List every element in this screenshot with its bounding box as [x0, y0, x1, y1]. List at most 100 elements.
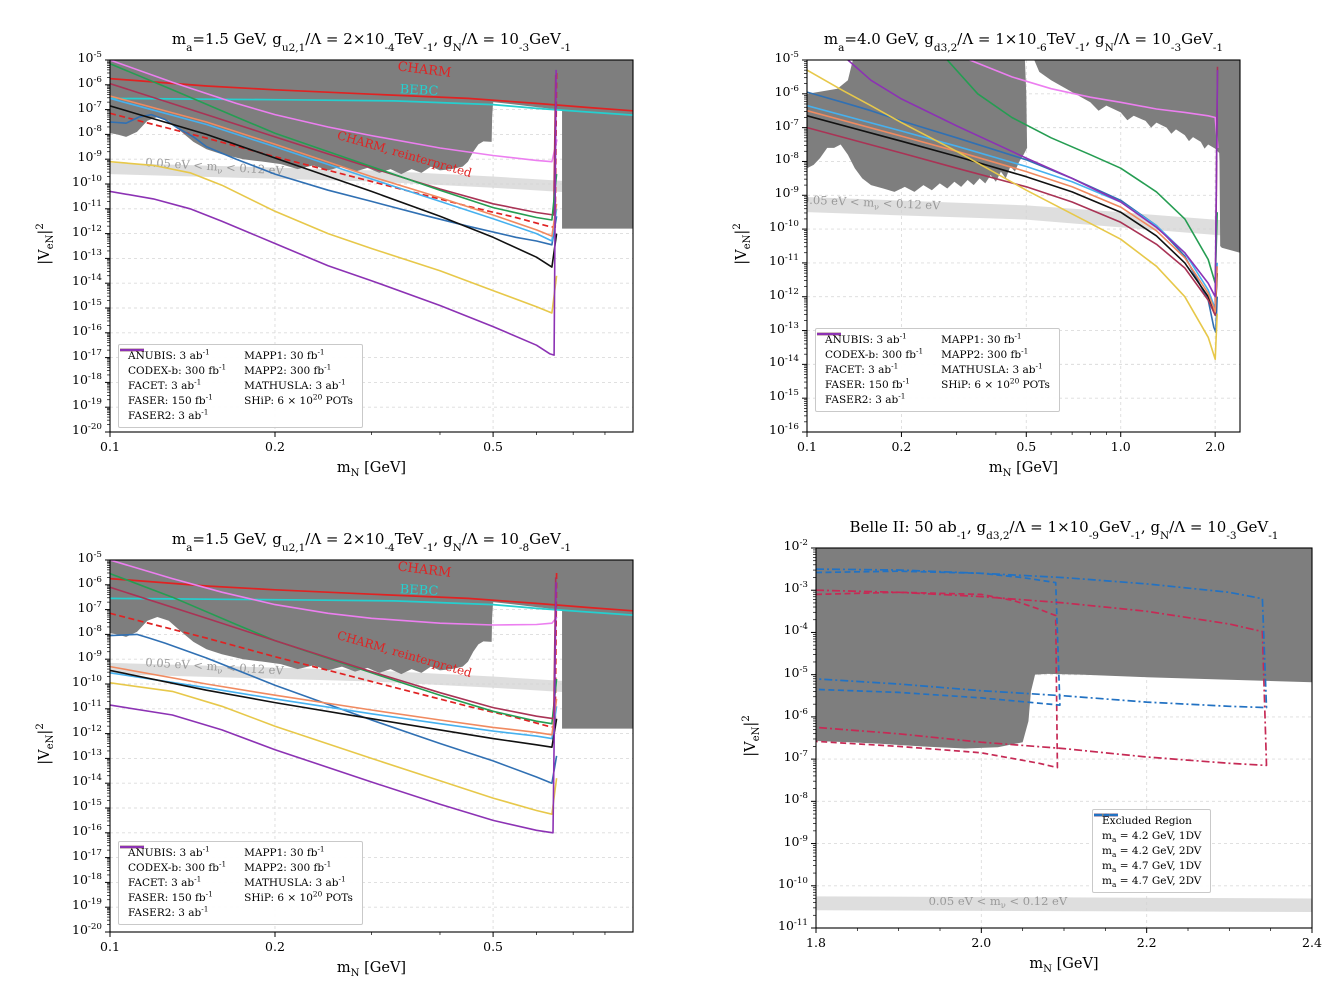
x-tick-label: 0.1 — [100, 939, 120, 954]
plot-canvas: 0.05 eV < mν < 0.12 eV — [802, 59, 1241, 437]
legend-entry-label: SHiP: 6 × 1020 POTs — [941, 376, 1050, 391]
panel-bottom-right: 0.05 eV < mν < 0.12 eV Belle II: 50 ab -1… — [670, 499, 1340, 998]
y-tick-label: 10-3 — [783, 580, 808, 596]
curve-faser — [969, 60, 1219, 148]
y-tick-label: 10-11 — [72, 198, 102, 214]
curve-ma-4-2-gev-2dv — [816, 570, 1061, 706]
legend-entry: ma = 4.2 GeV, 2DV — [1094, 813, 1201, 858]
legend-entry-label: CODEX-b: 300 fb-1 — [128, 859, 227, 874]
x-tick-label: 1.0 — [1110, 439, 1131, 454]
curve-facet — [110, 669, 558, 748]
legend-entry-label: FACET: 3 ab-1 — [825, 361, 899, 376]
y-tick-label: 10-13 — [72, 248, 102, 264]
y-tick-label: 10-8 — [774, 151, 799, 167]
legend-entry: SHiP: 6 × 1020 POTs — [120, 845, 353, 904]
legend-entry-label: CODEX-b: 300 fb-1 — [128, 362, 227, 377]
y-tick-label: 10-7 — [783, 748, 808, 765]
legend-line-swatch — [817, 332, 841, 336]
y-tick-label: 10-12 — [72, 223, 102, 239]
curve-charm — [110, 77, 633, 112]
excluded-region — [110, 60, 633, 229]
y-tick-label: 10-11 — [769, 252, 799, 268]
curve-mathusla — [110, 682, 558, 815]
annotation-bebc: BEBC — [399, 82, 439, 99]
legend-entry: ma = 4.7 GeV, 1DV — [1094, 813, 1201, 873]
curve-faser2 — [110, 74, 557, 216]
curve-ma-4-7-gev-2dv — [816, 568, 1268, 709]
legend-entry-label: MATHUSLA: 3 ab-1 — [244, 377, 346, 392]
y-tick-label: 10-20 — [72, 921, 102, 937]
plot-inner: 0.05 eV < mν < 0.12 eV — [807, 60, 1240, 432]
y-tick-label: 10-10 — [769, 218, 799, 235]
legend: ANUBIS: 3 ab-1 CODEX-b: 300 fb-1 FACET: 3 … — [815, 328, 1060, 412]
curve-codex-b — [110, 672, 558, 740]
legend-entry: FASER: 150 fb-1 — [120, 845, 226, 904]
legend-entry-label: MAPP2: 300 fb-1 — [941, 346, 1029, 361]
legend: ANUBIS: 3 ab-1 CODEX-b: 300 fb-1 FACET: 3 … — [118, 344, 363, 428]
legend-entry: FACET: 3 ab-1 — [120, 845, 226, 889]
curve-ma-4-7-gev-1dv — [816, 589, 1268, 767]
curve-codex-b — [110, 97, 558, 242]
legend-line-swatch — [120, 348, 144, 352]
y-tick-label: 10-13 — [769, 320, 799, 336]
y-tick-label: 10-16 — [769, 421, 799, 437]
legend-entry: CODEX-b: 300 fb-1 — [817, 332, 923, 361]
x-tick-label: 0.1 — [797, 439, 817, 454]
x-tick-label: 0.2 — [265, 939, 285, 954]
y-axis-label: |VeN|2 — [732, 223, 753, 265]
legend-entry-label: MAPP1: 30 fb-1 — [941, 331, 1022, 346]
curve-mapp2 — [110, 95, 558, 237]
y-tick-label: 10-18 — [72, 872, 102, 888]
y-tick-label: 10-6 — [77, 74, 102, 90]
legend-entry-label: ANUBIS: 3 ab-1 — [825, 331, 907, 346]
annotation-bebc: BEBC — [399, 582, 439, 599]
x-axis-label: mN [GeV] — [988, 460, 1059, 479]
y-tick-label: 10-6 — [783, 706, 808, 722]
curve-faser — [110, 60, 558, 163]
y-tick-label: 10-18 — [72, 372, 102, 388]
legend-entry: FACET: 3 ab-1 — [120, 348, 226, 392]
y-tick-label: 10-8 — [783, 791, 808, 807]
x-tick-label: 2.0 — [1205, 439, 1226, 454]
y-tick-label: 10-16 — [72, 822, 102, 838]
neutrino-mass-band — [816, 896, 1312, 912]
y-tick-label: 10-16 — [72, 322, 102, 338]
x-tick-label: 0.5 — [483, 439, 504, 454]
y-tick-label: 10-5 — [77, 549, 102, 565]
y-tick-label: 10-10 — [72, 673, 102, 689]
axis-ticks — [811, 547, 1313, 933]
legend-entry: MAPP2: 300 fb-1 — [120, 845, 353, 874]
y-tick-label: 10-20 — [72, 421, 102, 437]
legend-entry-label: ANUBIS: 3 ab-1 — [128, 844, 210, 859]
legend-entry: FACET: 3 ab-1 — [817, 332, 923, 376]
legend-entry: MATHUSLA: 3 ab-1 — [120, 348, 353, 392]
excluded-region — [110, 560, 633, 729]
legend-entry-label: MATHUSLA: 3 ab-1 — [244, 874, 346, 889]
legend-entry: ma = 4.2 GeV, 1DV — [1094, 813, 1201, 843]
curve-mapp1 — [946, 60, 1218, 284]
y-tick-label: 10-11 — [778, 917, 808, 933]
legend-entry-label: ANUBIS: 3 ab-1 — [128, 347, 210, 362]
x-tick-label: 0.1 — [100, 439, 120, 454]
minor-ticks — [107, 560, 606, 935]
y-tick-label: 10-15 — [72, 297, 102, 313]
x-tick-label: 0.2 — [265, 439, 285, 454]
axis-ticks — [105, 559, 494, 937]
curve-mapp2 — [807, 109, 1218, 313]
curve-mathusla — [807, 69, 1218, 361]
legend-entry: ma = 4.7 GeV, 2DV — [1094, 813, 1201, 888]
legend-entry-label: FASER2: 3 ab-1 — [825, 391, 906, 406]
plot-inner: 0.05 eV < mν < 0.12 eV — [110, 60, 633, 432]
panel-top-left: 0.05 eV < mν < 0.12 eV CHARM BEBC CHARM, re… — [0, 0, 670, 499]
x-tick-label: 1.8 — [806, 935, 826, 950]
legend-entry-label: FACET: 3 ab-1 — [128, 377, 202, 392]
curve-facet — [807, 115, 1218, 315]
y-tick-label: 10-9 — [77, 149, 102, 165]
y-tick-label: 10-8 — [77, 124, 102, 140]
y-tick-label: 10-8 — [77, 624, 102, 640]
